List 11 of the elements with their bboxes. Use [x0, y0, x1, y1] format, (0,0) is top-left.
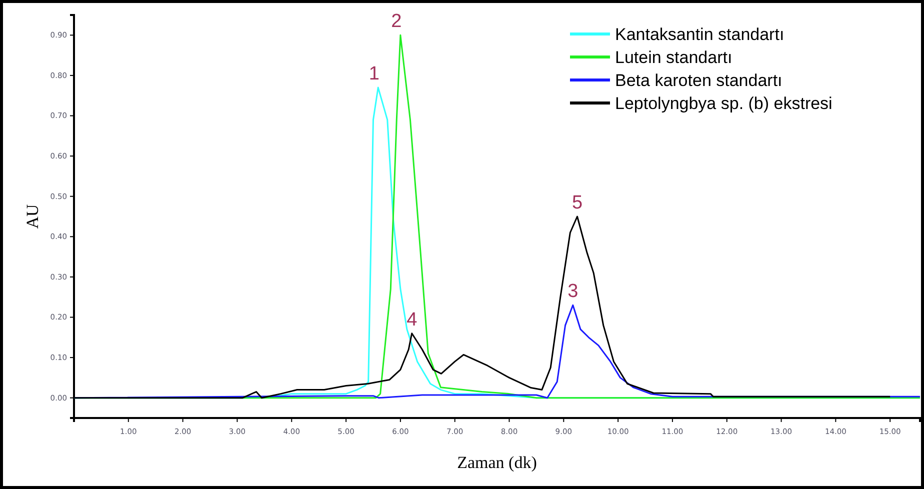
- annotation: 3: [568, 281, 578, 302]
- y-axis-title: AU: [23, 204, 42, 229]
- legend-label: Kantaksantin standartı: [615, 25, 784, 44]
- x-axis-title: Zaman (dk): [457, 453, 537, 472]
- annotation: 5: [572, 192, 583, 214]
- annotation: 4: [406, 309, 418, 330]
- legend-label: Beta karoten standartı: [615, 71, 782, 90]
- legend-label: Lutein standartı: [615, 48, 732, 67]
- legend-label: Leptolyngbya sp. (b) ekstresi: [615, 94, 832, 113]
- annotation: 1: [368, 64, 380, 85]
- annotation: 2: [391, 11, 402, 32]
